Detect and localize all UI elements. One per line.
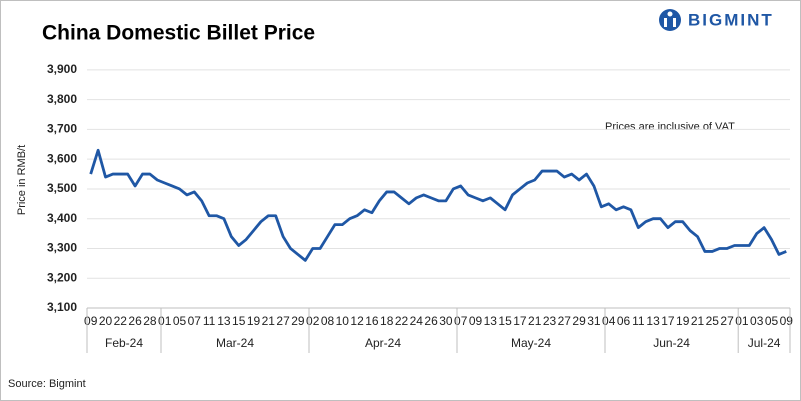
x-tick-label: 05 bbox=[765, 314, 779, 328]
x-tick-label: 27 bbox=[558, 314, 572, 328]
x-tick-label: 15 bbox=[498, 314, 512, 328]
logo-icon-bar bbox=[664, 18, 667, 27]
x-tick-label: 13 bbox=[484, 314, 498, 328]
logo-icon-dot bbox=[667, 11, 673, 17]
x-tick-label: 11 bbox=[203, 314, 216, 328]
x-tick-label: 29 bbox=[572, 314, 586, 328]
x-tick-label: 27 bbox=[276, 314, 290, 328]
price-line bbox=[89, 148, 787, 262]
x-tick-label: 01 bbox=[735, 314, 749, 328]
x-tick-label: 11 bbox=[632, 314, 645, 328]
y-tick-label: 3,700 bbox=[47, 122, 77, 136]
x-tick-label: 12 bbox=[350, 314, 364, 328]
logo: BIGMINT bbox=[659, 9, 774, 31]
x-tick-label: 10 bbox=[336, 314, 350, 328]
x-tick-label: 18 bbox=[380, 314, 394, 328]
x-tick-label: 15 bbox=[232, 314, 246, 328]
logo-icon-bar bbox=[673, 18, 676, 27]
x-tick-label: 26 bbox=[128, 314, 142, 328]
x-tick-label: 06 bbox=[617, 314, 631, 328]
x-tick-label: 17 bbox=[661, 314, 675, 328]
month-label: Apr-24 bbox=[365, 336, 401, 350]
chart-title: China Domestic Billet Price bbox=[42, 22, 315, 45]
x-tick-label: 04 bbox=[602, 314, 616, 328]
x-tick-label: 13 bbox=[646, 314, 660, 328]
x-tick-label: 07 bbox=[188, 314, 202, 328]
x-tick-label: 29 bbox=[291, 314, 305, 328]
y-tick-label: 3,600 bbox=[47, 151, 77, 165]
x-tick-label: 22 bbox=[395, 314, 409, 328]
x-tick-label: 27 bbox=[720, 314, 734, 328]
y-tick-label: 3,400 bbox=[47, 211, 77, 225]
x-tick-label: 26 bbox=[424, 314, 438, 328]
y-tick-label: 3,300 bbox=[47, 241, 77, 255]
x-tick-label: 02 bbox=[306, 314, 320, 328]
x-tick-label: 19 bbox=[676, 314, 690, 328]
month-label: Jun-24 bbox=[653, 336, 690, 350]
x-tick-label: 16 bbox=[365, 314, 379, 328]
x-tick-label: 21 bbox=[528, 314, 542, 328]
source: Source: Bigmint bbox=[8, 378, 86, 390]
x-tick-label: 03 bbox=[750, 314, 764, 328]
x-tick-label: 09 bbox=[780, 314, 794, 328]
x-tick-label: 30 bbox=[439, 314, 453, 328]
x-tick-label: 24 bbox=[410, 314, 424, 328]
x-tick-label: 09 bbox=[469, 314, 483, 328]
x-tick-label: 21 bbox=[691, 314, 705, 328]
y-tick-label: 3,100 bbox=[47, 300, 77, 314]
x-tick-label: 07 bbox=[454, 314, 468, 328]
y-tick-label: 3,200 bbox=[47, 270, 77, 284]
x-tick-label: 31 bbox=[587, 314, 601, 328]
logo-text: BIGMINT bbox=[688, 10, 774, 29]
x-tick-label: 25 bbox=[706, 314, 720, 328]
x-tick-label: 21 bbox=[262, 314, 276, 328]
x-tick-label: 05 bbox=[173, 314, 187, 328]
x-tick-label: 17 bbox=[513, 314, 527, 328]
month-label: Mar-24 bbox=[216, 336, 254, 350]
y-tick-label: 3,800 bbox=[47, 92, 77, 106]
annotation: Prices are inclusive of VAT bbox=[605, 121, 735, 133]
x-tick-label: 23 bbox=[543, 314, 557, 328]
x-tick-label: 08 bbox=[321, 314, 335, 328]
x-tick-label: 22 bbox=[114, 314, 128, 328]
x-tick-label: 28 bbox=[143, 314, 157, 328]
month-label: Feb-24 bbox=[105, 336, 143, 350]
y-tick-label: 3,900 bbox=[47, 62, 77, 76]
y-axis-label: Price in RMB/t bbox=[16, 145, 28, 215]
x-tick-label: 19 bbox=[247, 314, 261, 328]
x-tick-label: 20 bbox=[99, 314, 113, 328]
month-label: May-24 bbox=[511, 336, 551, 350]
x-tick-label: 01 bbox=[158, 314, 172, 328]
x-tick-label: 13 bbox=[217, 314, 231, 328]
x-tick-label: 09 bbox=[84, 314, 98, 328]
y-tick-label: 3,500 bbox=[47, 181, 77, 195]
month-label: Jul-24 bbox=[748, 336, 781, 350]
